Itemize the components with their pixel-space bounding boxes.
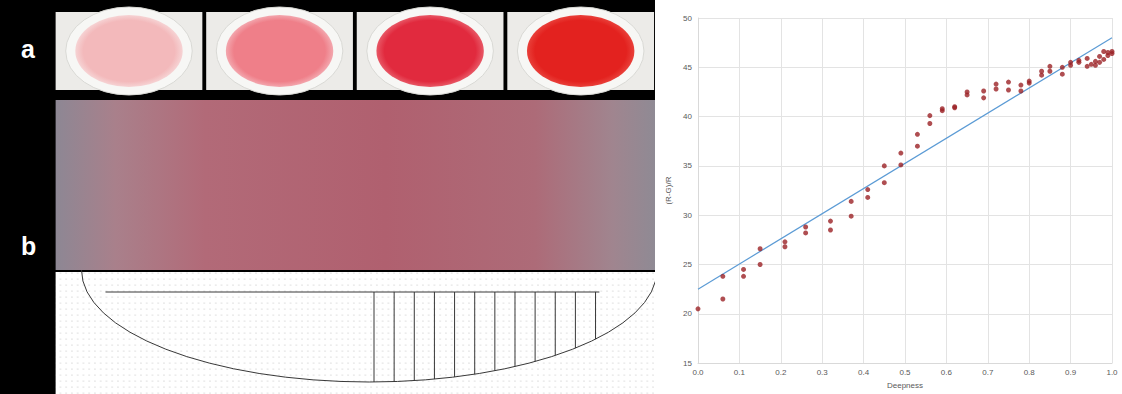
svg-text:(R-G)/R: (R-G)/R (664, 176, 673, 204)
svg-text:Deepness: Deepness (887, 381, 923, 390)
svg-text:0.1: 0.1 (734, 368, 746, 377)
svg-text:a: a (21, 35, 36, 64)
svg-text:0.7: 0.7 (982, 368, 994, 377)
svg-text:0.9: 0.9 (1065, 368, 1077, 377)
svg-text:30: 30 (683, 211, 692, 220)
svg-text:0.5: 0.5 (899, 368, 911, 377)
svg-text:0.0: 0.0 (692, 368, 704, 377)
svg-text:0.8: 0.8 (1024, 368, 1036, 377)
svg-text:15: 15 (683, 359, 692, 368)
svg-text:20: 20 (683, 309, 692, 318)
svg-text:1.0: 1.0 (1106, 368, 1118, 377)
svg-text:25: 25 (683, 260, 692, 269)
svg-text:40: 40 (683, 112, 692, 121)
svg-text:50: 50 (683, 14, 692, 23)
svg-text:45: 45 (683, 63, 692, 72)
svg-text:b: b (21, 232, 36, 261)
svg-text:35: 35 (683, 161, 692, 170)
svg-text:0.6: 0.6 (941, 368, 953, 377)
svg-text:0.2: 0.2 (775, 368, 787, 377)
svg-text:0.3: 0.3 (817, 368, 829, 377)
svg-text:0.4: 0.4 (858, 368, 870, 377)
